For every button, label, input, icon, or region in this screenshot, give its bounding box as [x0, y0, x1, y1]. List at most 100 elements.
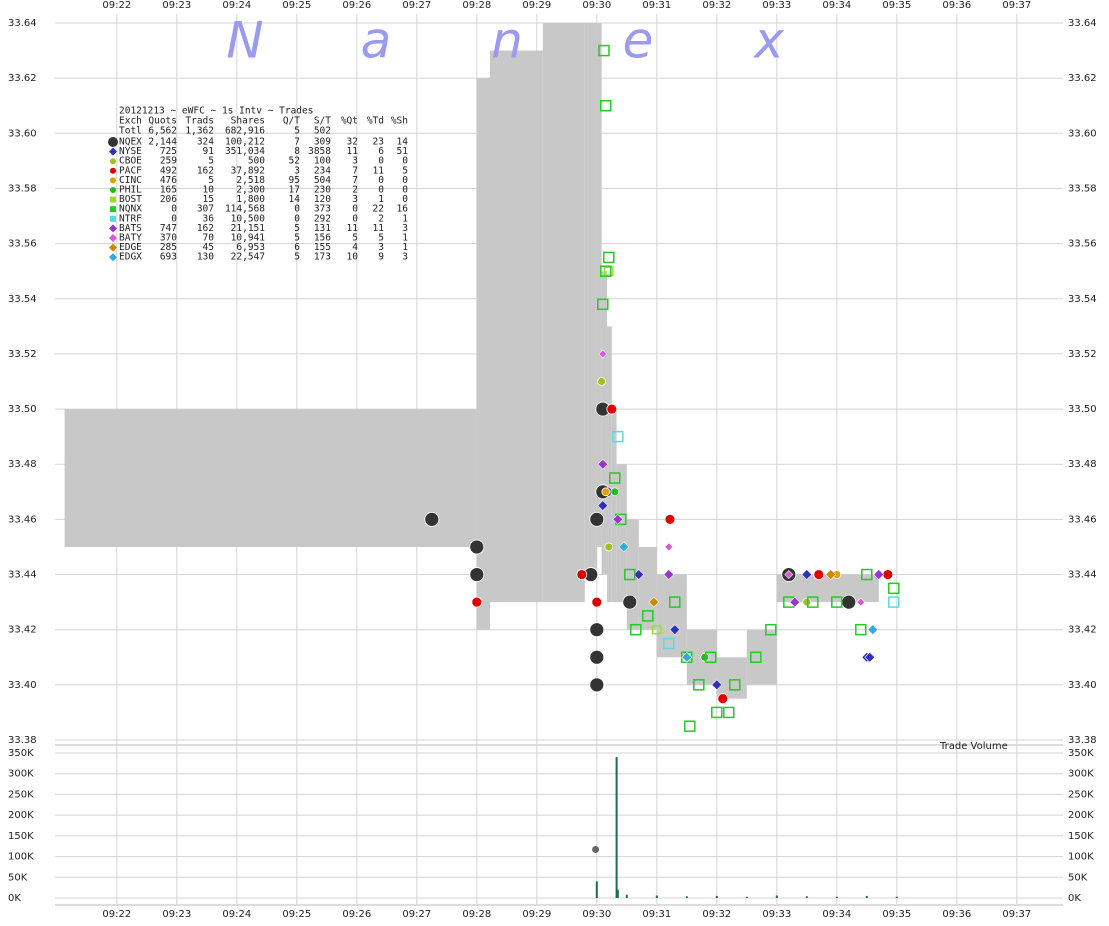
trade-marker	[705, 651, 717, 664]
watermark-letter: x	[752, 12, 784, 70]
table-cell: 9	[378, 252, 384, 263]
table-cell: 3	[352, 194, 358, 205]
trade-marker	[663, 637, 675, 650]
trade-marker	[610, 487, 620, 497]
trade-marker	[700, 652, 710, 662]
x-tick-label: 09:35	[882, 909, 911, 920]
trade-marker	[600, 99, 612, 112]
trade-marker	[693, 679, 705, 691]
trade-marker	[576, 569, 588, 580]
table-cell: 0	[402, 156, 408, 167]
table-cell: 8	[294, 146, 300, 157]
y-tick-label-right: 50K	[1068, 872, 1088, 883]
spread-band	[64, 409, 477, 547]
x-tick-label: 09:29	[522, 909, 551, 920]
trade-marker	[882, 569, 894, 580]
trade-marker	[825, 569, 837, 580]
spread-band	[611, 409, 617, 603]
x-tick-label: 09:30	[582, 0, 611, 11]
y-tick-label-right: 33.64	[1068, 18, 1097, 29]
y-tick-label: 33.42	[8, 625, 37, 636]
trade-marker	[711, 679, 723, 691]
spread-band	[601, 271, 607, 575]
legend-marker	[109, 224, 117, 233]
y-tick-label: 33.50	[8, 404, 37, 415]
trade-marker	[597, 298, 609, 311]
table-cell: 15	[203, 194, 214, 205]
table-header: Shares	[231, 116, 265, 127]
volume-bar	[865, 895, 868, 898]
y-tick-label-right: 350K	[1068, 748, 1094, 759]
table-cell: 5	[208, 175, 214, 186]
table-cell: 0	[171, 213, 177, 224]
table-cell: 21,151	[231, 223, 266, 234]
legend-label: NTRF	[119, 213, 142, 224]
legend-label: BATY	[119, 233, 142, 244]
table-header: %Td	[367, 116, 384, 127]
y-tick-label-right: 33.50	[1068, 404, 1097, 415]
x-tick-label: 09:36	[942, 909, 971, 920]
table-cell: 3	[402, 252, 408, 263]
x-tick-label: 09:32	[702, 0, 731, 11]
x-tick-label: 09:25	[282, 0, 311, 11]
spread-band	[542, 23, 585, 603]
table-cell: 0	[402, 194, 408, 205]
table-cell: 230	[314, 185, 331, 196]
spread-band	[638, 546, 657, 630]
y-tick-label: 300K	[8, 769, 34, 780]
table-cell: 3	[378, 242, 384, 253]
table-cell: 725	[160, 146, 177, 157]
x-tick-label: 09:37	[1002, 0, 1031, 11]
table-cell: 3	[402, 223, 408, 234]
table-cell: 52	[289, 156, 300, 167]
x-tick-label: 09:26	[342, 0, 371, 11]
table-cell: 5	[294, 223, 300, 234]
table-header: Exch	[119, 116, 142, 127]
trade-marker	[471, 596, 483, 608]
trade-marker	[684, 720, 696, 732]
trade-marker	[469, 567, 485, 582]
trade-marker	[831, 596, 843, 608]
trade-marker	[669, 624, 681, 636]
x-tick-label: 09:24	[222, 0, 251, 11]
y-tick-label: 33.44	[8, 570, 37, 581]
trade-marker	[765, 623, 777, 636]
table-cell: 285	[160, 242, 177, 253]
table-cell: 6,562	[148, 126, 177, 137]
legend-label: NYSE	[119, 146, 142, 157]
table-cell: 2	[352, 185, 358, 196]
y-tick-label-right: 33.42	[1068, 625, 1097, 636]
trade-marker	[622, 594, 638, 610]
table-cell: 492	[160, 165, 177, 176]
table-cell: 11	[373, 223, 385, 234]
trade-marker	[855, 623, 867, 636]
table-cell: 3	[352, 156, 358, 167]
trade-marker	[597, 377, 606, 386]
y-tick-label: 33.52	[8, 349, 37, 360]
y-tick-label-right: 33.56	[1068, 239, 1097, 250]
table-cell: 51	[397, 146, 409, 157]
watermark-letter: N	[226, 12, 263, 70]
table-cell: 0	[402, 175, 408, 186]
table-cell: 70	[203, 233, 215, 244]
table-cell: 7	[294, 137, 300, 148]
y-tick-label: 200K	[8, 810, 34, 821]
volume-bar	[595, 881, 598, 898]
y-tick-label: 50K	[8, 872, 28, 883]
x-tick-label: 09:24	[222, 909, 251, 920]
table-cell: 165	[160, 185, 177, 196]
y-tick-label: 350K	[8, 748, 34, 759]
trade-marker	[664, 513, 676, 525]
spread-band	[656, 574, 687, 658]
trade-marker	[424, 511, 440, 527]
trade-marker	[589, 622, 605, 638]
trade-marker	[604, 542, 614, 552]
table-header: %Sh	[391, 116, 408, 127]
table-cell: 6	[294, 242, 300, 253]
table-cell: 370	[160, 233, 177, 244]
trade-marker	[750, 651, 762, 664]
legend-label: BATS	[119, 223, 142, 234]
table-cell: 259	[160, 156, 177, 167]
volume-bar	[685, 896, 688, 898]
y-tick-label-right: 33.48	[1068, 459, 1097, 470]
